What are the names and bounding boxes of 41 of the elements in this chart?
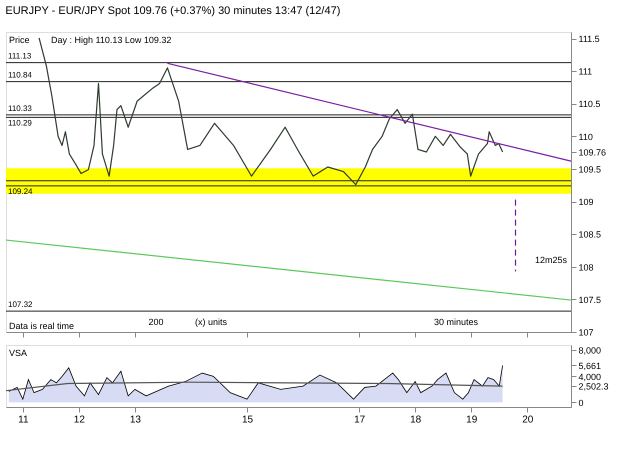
y-tick-label: 4,000 <box>578 372 602 382</box>
y-tick-label: 111.5 <box>578 34 600 44</box>
ref-line-label: 110.33 <box>8 104 32 113</box>
x-tick-label: 20 <box>522 414 534 426</box>
y-tick-label: 110.5 <box>578 99 600 110</box>
x-tick-label: 11 <box>18 414 29 426</box>
line-series <box>5 382 504 392</box>
y-tick-label: 5,661 <box>578 360 602 371</box>
x-tick-label: 15 <box>242 414 254 426</box>
y-tick-label: 108.5 <box>578 230 602 240</box>
annotation: (x) units <box>194 317 228 327</box>
y-tick-label: 108 <box>578 262 594 272</box>
x-tick-label: 18 <box>410 414 422 426</box>
x-tick-label: 17 <box>354 414 366 426</box>
y-tick-label: 109 <box>578 197 594 208</box>
y-tick-label: 110 <box>578 132 593 142</box>
annotation: Day : High 110.13 Low 109.32 <box>51 35 172 45</box>
x-tick-label: 19 <box>466 414 478 426</box>
x-tick-label: 12 <box>74 414 86 426</box>
y-tick-label: 111 <box>578 66 592 77</box>
y-tick-label: 107.5 <box>578 294 602 305</box>
chart-title: EURJPY - EUR/JPY Spot 109.76 (+0.37%) 30 minutes 13:47 (12/47) <box>5 5 340 17</box>
y-tick-label: 107 <box>578 328 594 338</box>
annotation: 30 minutes <box>434 317 479 327</box>
ref-line-label: 110.84 <box>8 70 32 80</box>
ref-line-label: 111.13 <box>8 52 32 61</box>
ref-line-label: 109.24 <box>8 186 34 196</box>
line-series <box>38 37 504 186</box>
annotation: VSA <box>9 348 28 358</box>
ref-line-label: 110.29 <box>8 118 32 128</box>
y-tick-label: 109.5 <box>578 164 602 174</box>
annotation: 200 <box>148 317 164 327</box>
ref-line-label: 107.32 <box>8 300 34 310</box>
annotation: 12m25s <box>534 255 568 265</box>
x-tick-label: 13 <box>130 414 142 426</box>
y-tick-label: 2,502.3 <box>578 382 609 392</box>
y-tick-label: 109.76 <box>578 148 606 158</box>
annotation: Price <box>9 35 30 45</box>
annotation: Data is real time <box>9 321 74 331</box>
y-tick-label: 8,000 <box>578 346 602 356</box>
y-tick-label: 0 <box>578 398 584 408</box>
